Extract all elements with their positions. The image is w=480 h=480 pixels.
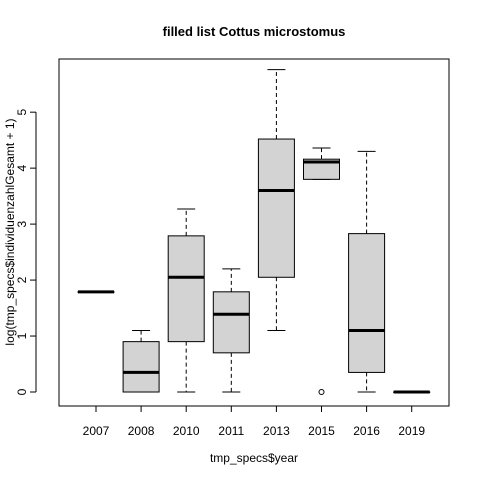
y-tick-label: 0	[15, 388, 29, 395]
chart-title: filled list Cottus microstomus	[163, 24, 346, 39]
box-iqr	[212, 291, 250, 354]
x-tick-label: 2016	[353, 424, 380, 438]
y-axis: 0 1 2 3 4 5	[15, 109, 37, 395]
x-tick-label: 2011	[218, 424, 244, 438]
y-tick-label: 4	[15, 164, 29, 171]
x-tick-label: 2008	[128, 424, 155, 438]
box-group	[122, 329, 160, 393]
y-axis-label: log(tmp_specs$individuenzahlGesamt + 1)	[3, 118, 17, 345]
box-group	[303, 147, 340, 396]
box-group	[257, 69, 295, 331]
x-tick-label: 2010	[173, 424, 200, 438]
plot-frame	[58, 58, 450, 407]
box-group	[212, 268, 250, 393]
x-axis: 2007 2008 2010 2011 2013 2015 2016 2019	[83, 406, 425, 438]
boxes-layer	[77, 69, 431, 396]
x-tick-label: 2007	[83, 424, 110, 438]
x-axis-label: tmp_specs$year	[210, 451, 298, 465]
outlier-point	[318, 389, 325, 396]
box-iqr	[303, 158, 340, 180]
x-tick-label: 2015	[308, 424, 335, 438]
box-group	[393, 390, 431, 394]
box-iqr	[167, 235, 205, 343]
box-group	[77, 290, 115, 294]
y-tick-label: 1	[15, 332, 29, 339]
box-iqr	[348, 233, 386, 373]
box-group	[348, 150, 386, 393]
box-iqr	[122, 341, 160, 393]
x-tick-label: 2013	[263, 424, 290, 438]
box-iqr	[257, 138, 295, 278]
y-tick-label: 2	[15, 276, 29, 283]
box-group	[167, 208, 205, 393]
y-tick-label: 3	[15, 220, 29, 227]
x-tick-label: 2019	[398, 424, 425, 438]
y-tick-label: 5	[15, 109, 29, 116]
